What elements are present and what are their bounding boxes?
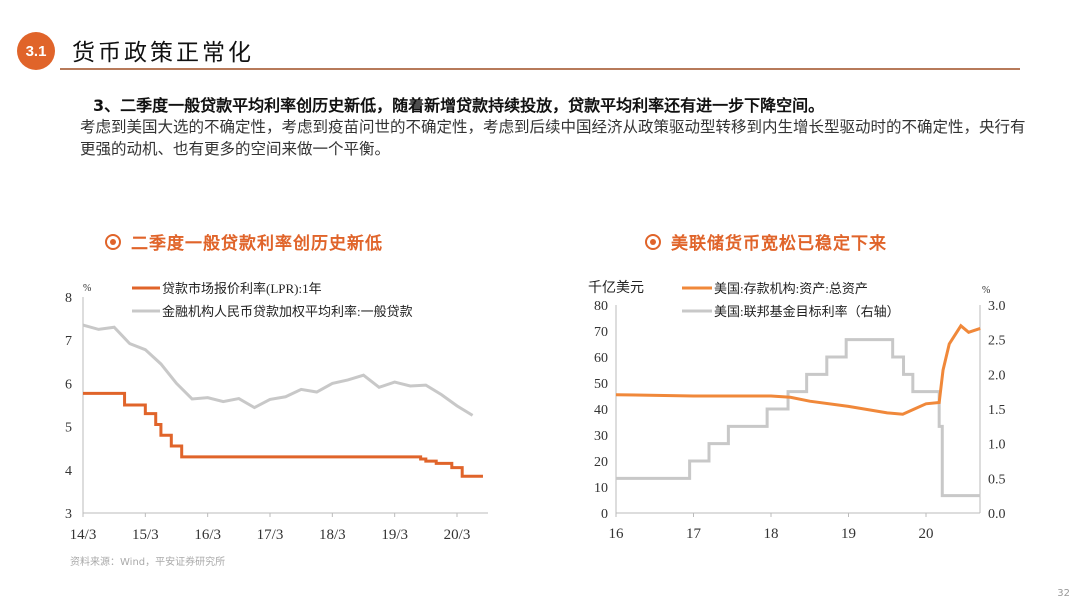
legend-label: 美国:存款机构:资产:总资产 bbox=[714, 281, 868, 296]
bullet-circle-icon bbox=[105, 233, 121, 250]
bullet-circle-icon bbox=[645, 233, 661, 250]
x-tick-label: 16/3 bbox=[194, 527, 221, 543]
right-y-tick-label: 3.0 bbox=[988, 299, 1006, 314]
chart2-title: 美联储货币宽松已稳定下来 bbox=[645, 229, 887, 254]
left-y-tick-label: 20 bbox=[594, 455, 608, 470]
y-unit-label: % bbox=[83, 283, 91, 294]
x-tick-label: 20/3 bbox=[444, 527, 471, 543]
legend-label: 美国:联邦基金目标利率（右轴） bbox=[714, 304, 900, 319]
page-title: 货币政策正常化 bbox=[72, 40, 254, 66]
right-y-tick-label: 2.0 bbox=[988, 368, 1006, 383]
series-line-1 bbox=[83, 391, 483, 478]
section-badge: 3.1 bbox=[17, 32, 55, 70]
x-tick-label: 18/3 bbox=[319, 527, 346, 543]
y-tick-label: 4 bbox=[65, 464, 72, 479]
chart2-title-text: 美联储货币宽松已稳定下来 bbox=[671, 234, 887, 254]
x-tick-label: 16 bbox=[609, 526, 625, 542]
x-tick-label: 20 bbox=[919, 526, 934, 542]
series-line-1 bbox=[615, 323, 981, 416]
x-tick-label: 14/3 bbox=[70, 527, 97, 543]
y-tick-label: 7 bbox=[65, 334, 72, 349]
x-tick-label: 17/3 bbox=[257, 527, 284, 543]
right-y-tick-label: 2.5 bbox=[988, 334, 1006, 349]
chart1-title: 二季度一般贷款利率创历史新低 bbox=[105, 229, 383, 254]
x-tick-label: 17 bbox=[686, 526, 702, 542]
right-y-unit-label: % bbox=[982, 285, 990, 296]
left-y-tick-label: 70 bbox=[594, 325, 608, 340]
right-y-tick-label: 0.5 bbox=[988, 472, 1006, 487]
left-y-tick-label: 30 bbox=[594, 429, 608, 444]
series-line-2 bbox=[616, 338, 981, 498]
chart1-title-text: 二季度一般贷款利率创历史新低 bbox=[131, 234, 383, 254]
left-y-tick-label: 80 bbox=[594, 299, 608, 314]
x-tick-label: 15/3 bbox=[132, 527, 159, 543]
series-line-2 bbox=[82, 323, 474, 417]
legend-label: 金融机构人民币贷款加权平均利率:一般贷款 bbox=[162, 304, 413, 319]
left-y-tick-label: 40 bbox=[594, 403, 608, 418]
x-tick-label: 19 bbox=[841, 526, 856, 542]
legend-label: 贷款市场报价利率(LPR):1年 bbox=[162, 281, 322, 296]
x-tick-label: 19/3 bbox=[381, 527, 408, 543]
page-number: 32 bbox=[1057, 588, 1070, 599]
left-y-tick-label: 0 bbox=[601, 507, 608, 522]
source-note: 资料来源：Wind，平安证券研究所 bbox=[70, 557, 226, 568]
right-y-tick-label: 1.0 bbox=[988, 438, 1006, 453]
left-y-tick-label: 60 bbox=[594, 351, 608, 366]
body-text: 考虑到美国大选的不确定性，考虑到疫苗问世的不确定性，考虑到后续中国经济从政策驱动… bbox=[80, 118, 1026, 158]
lead-text: 3、二季度一般贷款平均利率创历史新低，随着新增贷款持续投放，贷款平均利率还有进一… bbox=[93, 96, 825, 115]
right-y-tick-label: 1.5 bbox=[988, 403, 1006, 418]
y-tick-label: 5 bbox=[65, 421, 72, 436]
title-divider bbox=[60, 68, 1020, 70]
x-tick-label: 18 bbox=[764, 526, 779, 542]
y-tick-label: 6 bbox=[65, 377, 72, 392]
left-y-tick-label: 10 bbox=[594, 481, 608, 496]
left-y-unit-label: 千亿美元 bbox=[588, 280, 644, 296]
left-y-tick-label: 50 bbox=[594, 377, 608, 392]
y-tick-label: 8 bbox=[65, 291, 72, 306]
right-y-tick-label: 0.0 bbox=[988, 507, 1006, 522]
y-tick-label: 3 bbox=[65, 507, 72, 522]
